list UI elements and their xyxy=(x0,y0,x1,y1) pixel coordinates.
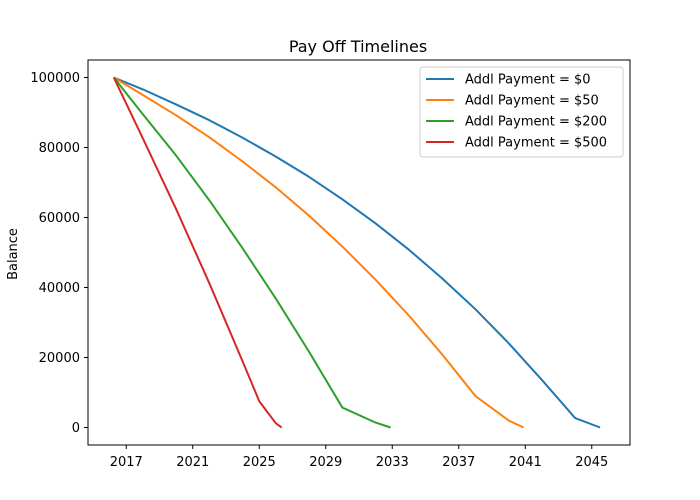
y-tick-label: 20000 xyxy=(39,351,80,366)
x-tick-label: 2045 xyxy=(575,455,608,470)
series-layer xyxy=(112,76,601,429)
y-axis-label: Balance xyxy=(6,228,21,280)
legend-label: Addl Payment = $0 xyxy=(465,73,591,88)
legend: Addl Payment = $0 Addl Payment = $50 Addl … xyxy=(419,66,624,158)
plot-frame xyxy=(87,59,631,446)
x-tick-label: 2033 xyxy=(376,455,409,470)
series-line-addl-payment-0 xyxy=(113,76,601,429)
x-tick-label: 2037 xyxy=(442,455,475,470)
legend-frame xyxy=(419,66,624,158)
y-tick-label: 60000 xyxy=(39,211,80,226)
x-tick-label: 2029 xyxy=(309,455,342,470)
y-tick-label: 80000 xyxy=(39,141,80,156)
y-tick-label: 0 xyxy=(72,421,80,436)
chart-title: Pay Off Timelines xyxy=(289,37,427,56)
y-tick-label: 40000 xyxy=(39,281,80,296)
series-line-addl-payment-500 xyxy=(112,77,283,429)
series-line-addl-payment-50 xyxy=(113,76,525,429)
x-tick-label: 2025 xyxy=(243,455,276,470)
axes: 2017 2021 2025 2029 2033 2037 2041 2045 0 20000 40… xyxy=(30,59,631,470)
x-tick-label: 2021 xyxy=(176,455,209,470)
x-tick-label: 2017 xyxy=(110,455,143,470)
series-line-addl-payment-200 xyxy=(112,76,391,429)
legend-label: Addl Payment = $50 xyxy=(465,94,599,109)
legend-label: Addl Payment = $200 xyxy=(465,115,607,130)
x-tick-label: 2041 xyxy=(509,455,542,470)
y-tick-label: 100000 xyxy=(30,71,80,86)
legend-label: Addl Payment = $500 xyxy=(465,136,607,151)
